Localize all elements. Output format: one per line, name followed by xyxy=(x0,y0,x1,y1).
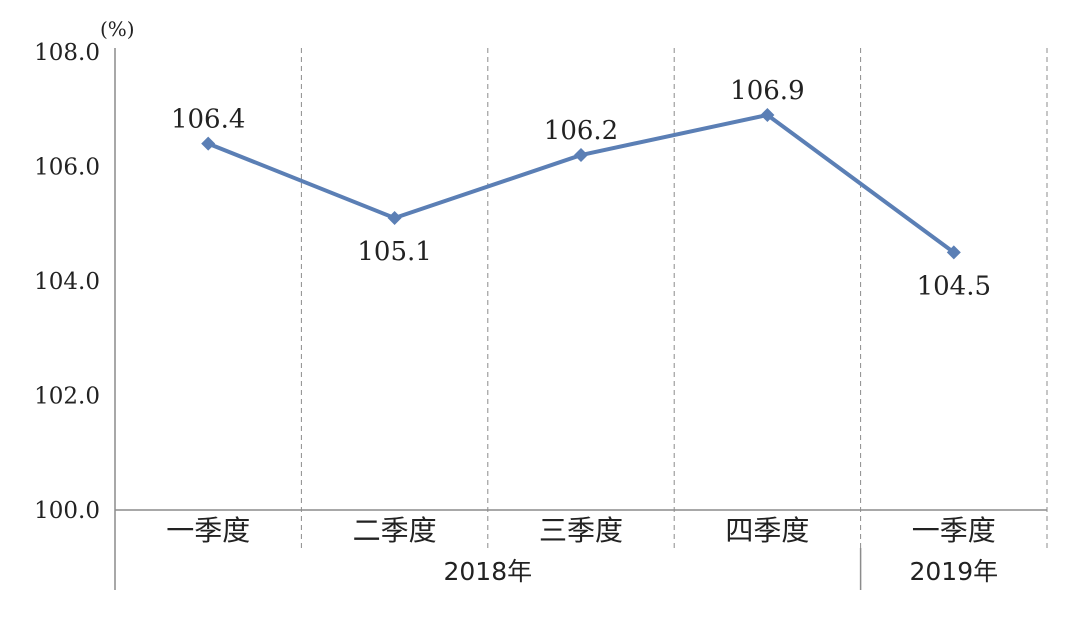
data-label: 104.5 xyxy=(917,271,991,301)
y-tick-label: 106.0 xyxy=(34,155,100,181)
y-tick-label: 108.0 xyxy=(34,40,100,66)
year-label: 2018年 xyxy=(443,557,532,586)
vertical-gridlines xyxy=(300,48,1048,590)
data-label: 106.9 xyxy=(730,76,804,106)
y-tick-label: 100.0 xyxy=(34,498,100,524)
data-label: 106.2 xyxy=(544,116,618,146)
data-label: 106.4 xyxy=(171,105,245,135)
category-labels: 一季度 二季度 三季度 四季度 一季度 xyxy=(166,514,996,547)
category-label: 一季度 xyxy=(912,514,996,547)
data-label: 105.1 xyxy=(357,237,431,267)
data-point-marker xyxy=(574,148,588,163)
series-line xyxy=(201,107,961,260)
y-tick-labels: 100.0 102.0 104.0 106.0 108.0 xyxy=(34,40,100,524)
category-label: 四季度 xyxy=(725,514,809,547)
category-label: 三季度 xyxy=(539,514,623,547)
y-tick-label: 104.0 xyxy=(34,269,100,295)
data-point-marker xyxy=(946,245,961,260)
data-point-marker xyxy=(760,107,775,122)
data-point-marker xyxy=(387,211,402,226)
data-labels: 106.4 105.1 106.2 106.9 104.5 xyxy=(171,76,991,301)
y-tick-label: 102.0 xyxy=(34,384,100,410)
axes xyxy=(114,48,1047,590)
year-label: 2019年 xyxy=(909,557,998,586)
category-label: 一季度 xyxy=(166,514,250,547)
category-label: 二季度 xyxy=(353,514,437,547)
y-unit-label: (%) xyxy=(100,17,135,41)
data-point-marker xyxy=(201,136,216,151)
year-group-labels: 2018年 2019年 xyxy=(443,557,998,586)
